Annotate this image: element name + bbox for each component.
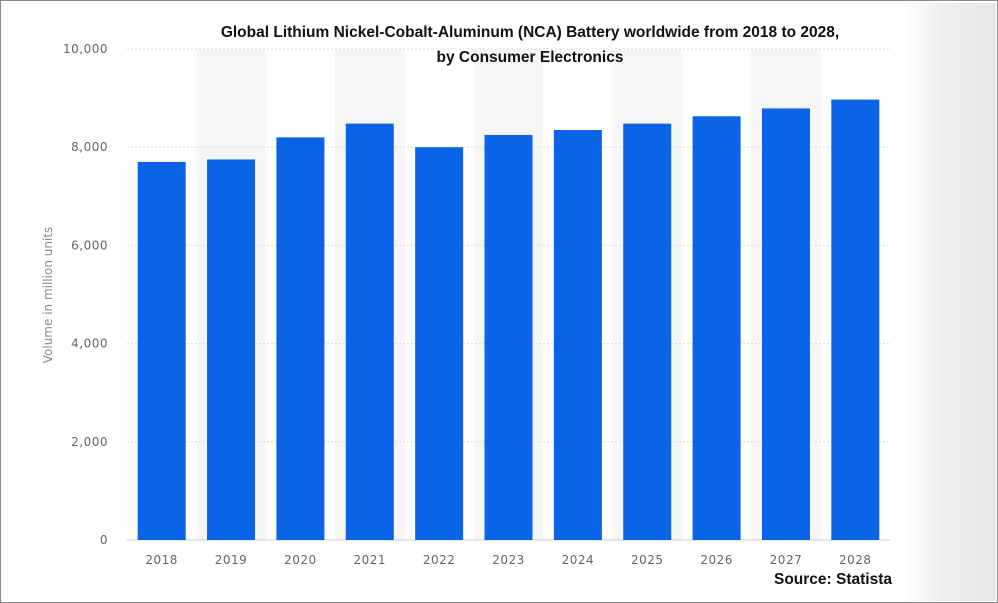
x-tick-2025: 2025 xyxy=(631,553,664,567)
bar-2025 xyxy=(623,123,672,540)
y-tick-10000: 10,000 xyxy=(63,42,108,56)
bar-2027 xyxy=(761,108,810,540)
x-tick-labels: 2018 2019 2020 2021 2022 2023 2024 2025 2026 2027… xyxy=(145,553,871,567)
bar-2019 xyxy=(207,159,256,540)
bar-2024 xyxy=(553,130,602,540)
y-tick-labels: 0 2,000 4,000 6,000 8,000 10,000 xyxy=(63,42,108,547)
y-axis-label: Volume in million units xyxy=(41,227,55,364)
chart-title-line1: Global Lithium Nickel-Cobalt-Aluminum (N… xyxy=(221,24,839,41)
bar-2023 xyxy=(484,134,533,541)
x-tick-2020: 2020 xyxy=(284,553,317,567)
x-tick-2023: 2023 xyxy=(492,553,525,567)
y-tick-0: 0 xyxy=(100,533,108,547)
bar-2020 xyxy=(276,137,325,540)
x-tick-2027: 2027 xyxy=(770,553,803,567)
x-tick-2021: 2021 xyxy=(353,553,386,567)
x-tick-2019: 2019 xyxy=(215,553,248,567)
bar-2026 xyxy=(692,116,741,540)
bar-2021 xyxy=(345,123,394,540)
right-shade xyxy=(906,3,996,601)
y-tick-2000: 2,000 xyxy=(71,435,108,449)
chart-title-line2: by Consumer Electronics xyxy=(437,49,624,66)
x-tick-2028: 2028 xyxy=(839,553,872,567)
x-tick-2026: 2026 xyxy=(700,553,733,567)
bars xyxy=(137,99,880,541)
x-tick-2018: 2018 xyxy=(145,553,178,567)
x-tick-2024: 2024 xyxy=(562,553,595,567)
source-label: Source: Statista xyxy=(774,571,892,588)
bar-2022 xyxy=(415,147,464,540)
bar-2028 xyxy=(831,99,880,540)
y-tick-8000: 8,000 xyxy=(71,140,108,154)
y-tick-6000: 6,000 xyxy=(71,238,108,252)
y-tick-4000: 4,000 xyxy=(71,337,108,351)
bar-2018 xyxy=(137,161,186,540)
x-tick-2022: 2022 xyxy=(423,553,456,567)
